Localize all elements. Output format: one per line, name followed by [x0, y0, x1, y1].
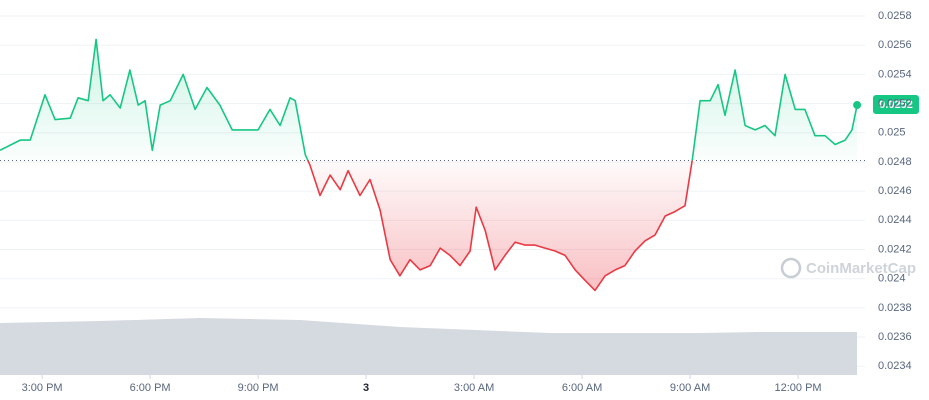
plot — [0, 38, 865, 292]
y-tick-label: 0.0242 — [878, 243, 912, 255]
y-tick-label: 0.0238 — [878, 302, 912, 314]
y-tick-label: 0.025 — [878, 127, 906, 139]
x-tick-label: 9:00 PM — [238, 382, 279, 394]
x-tick-label: 3:00 AM — [454, 382, 494, 394]
y-tick-label: 0.024 — [878, 273, 906, 285]
x-tick-label: 3:00 PM — [22, 382, 63, 394]
y-tick-label: 0.0236 — [878, 331, 912, 343]
y-tick-label: 0.0254 — [878, 68, 912, 80]
y-tick-label: 0.0248 — [878, 156, 912, 168]
last-point — [853, 101, 862, 110]
watermark-logo — [780, 257, 802, 279]
last-price-label: 0.0252 — [879, 99, 913, 111]
y-tick-label: 0.0252 — [878, 98, 912, 110]
y-tick-label: 0.0258 — [878, 10, 912, 22]
x-tick-label: 3 — [363, 382, 369, 394]
x-tick-label: 9:00 AM — [670, 382, 710, 394]
x-tick-label: 6:00 AM — [562, 382, 602, 394]
last-price-badge — [873, 95, 919, 114]
y-tick-label: 0.0244 — [878, 214, 912, 226]
watermark-text: CoinMarketCap — [806, 260, 916, 277]
x-tick-label: 12:00 PM — [774, 382, 821, 394]
watermark: CoinMarketCap — [780, 257, 916, 279]
y-tick-label: 0.0234 — [878, 360, 912, 372]
volume-area — [0, 318, 857, 375]
x-tick-label: 6:00 PM — [130, 382, 171, 394]
y-tick-label: 0.0256 — [878, 39, 912, 51]
y-tick-label: 0.0246 — [878, 185, 912, 197]
price-area — [0, 39, 858, 291]
price-line — [0, 38, 858, 292]
